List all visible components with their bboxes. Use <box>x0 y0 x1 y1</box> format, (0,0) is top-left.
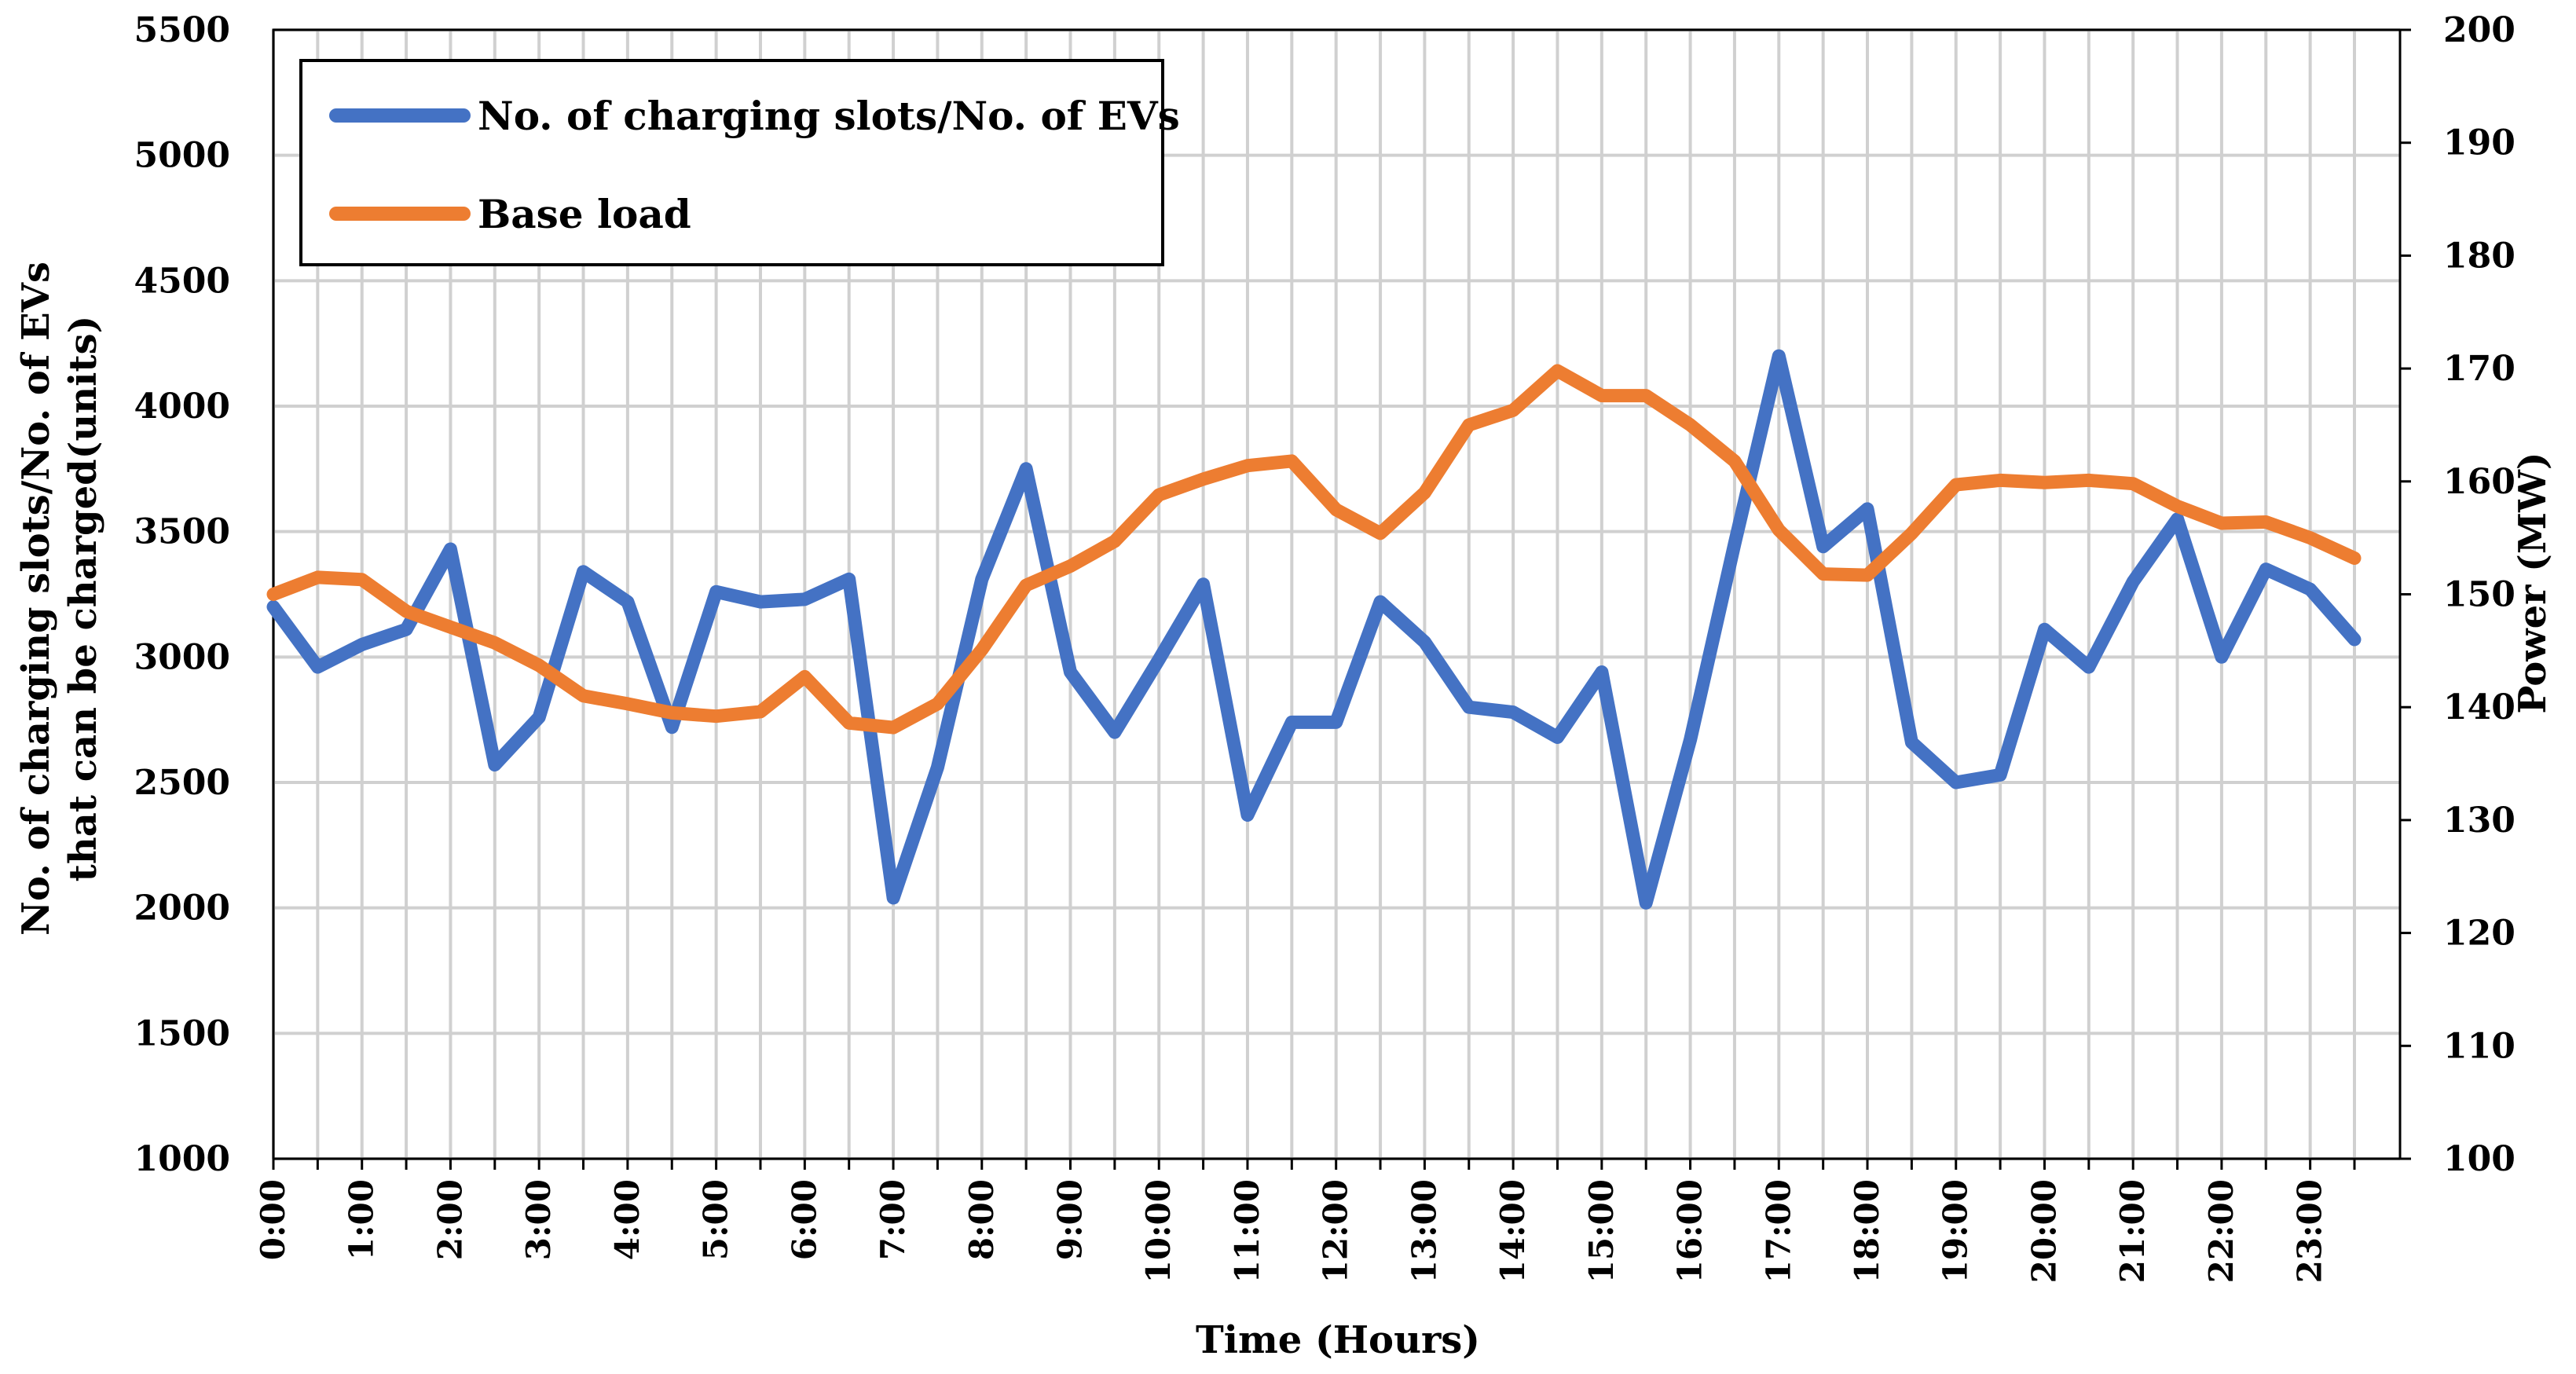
right-tick-label: 120 <box>2443 914 2516 954</box>
right-tick-label: 160 <box>2443 462 2516 502</box>
x-tick-label: 6:00 <box>785 1179 823 1260</box>
left-tick-label: 2000 <box>134 889 230 929</box>
x-tick-label: 20:00 <box>2025 1179 2063 1283</box>
left-tick-label: 1500 <box>134 1013 230 1053</box>
right-tick-label: 170 <box>2443 349 2516 389</box>
legend-label-charging-slots: No. of charging slots/No. of EVs <box>478 93 1180 139</box>
series-line-base-load <box>266 364 2362 735</box>
x-tick-label: 19:00 <box>1937 1179 1975 1283</box>
x-tick-label: 14:00 <box>1493 1179 1532 1283</box>
x-tick-label: 10:00 <box>1139 1179 1178 1283</box>
x-tick-label: 11:00 <box>1228 1179 1266 1283</box>
legend: No. of charging slots/No. of EVs Base lo… <box>299 59 1180 266</box>
right-tick-label: 200 <box>2443 10 2516 50</box>
right-tick-label: 150 <box>2443 575 2516 615</box>
right-y-axis-title: Power (MW) <box>2511 452 2555 713</box>
series-line-charging-slots <box>266 349 2362 910</box>
left-tick-label: 4000 <box>134 387 230 427</box>
left-y-axis-title-line-1: No. of charging slots/No. of EVs <box>14 262 58 936</box>
left-tick-label: 4500 <box>134 261 230 301</box>
right-y-axis-ticks: 100 110 120 130 140 150 160 170 180 190 200 <box>2400 10 2516 1179</box>
right-tick-label: 100 <box>2443 1139 2516 1179</box>
x-tick-label: 3:00 <box>519 1179 558 1260</box>
x-tick-label: 0:00 <box>254 1179 292 1260</box>
left-tick-label: 1000 <box>134 1139 230 1179</box>
x-tick-label: 13:00 <box>1405 1179 1443 1283</box>
right-tick-label: 190 <box>2443 123 2516 163</box>
x-axis-ticks: 0:00 1:00 2:00 3:00 4:00 5:00 6:00 7:00 8:00 9:00… <box>254 1159 2356 1283</box>
x-tick-label: 21:00 <box>2113 1179 2152 1283</box>
x-tick-label: 18:00 <box>1848 1179 1886 1283</box>
x-tick-label: 16:00 <box>1671 1179 1709 1283</box>
x-tick-label: 8:00 <box>962 1179 1001 1260</box>
series-layer <box>266 349 2362 910</box>
left-y-axis-title-line-2: that can be charged(units) <box>61 316 105 882</box>
x-tick-label: 2:00 <box>431 1179 469 1260</box>
right-tick-label: 130 <box>2443 801 2516 841</box>
x-tick-label: 12:00 <box>1317 1179 1355 1283</box>
left-y-axis-ticks: 1000 1500 2000 2500 3000 3500 4000 4500 5000 5500 <box>134 10 230 1179</box>
x-tick-label: 17:00 <box>1759 1179 1797 1283</box>
right-tick-label: 110 <box>2443 1026 2516 1066</box>
right-tick-label: 140 <box>2443 687 2516 727</box>
left-tick-label: 5500 <box>134 10 230 50</box>
x-tick-label: 23:00 <box>2291 1179 2329 1283</box>
legend-label-base-load: Base load <box>478 191 691 237</box>
x-tick-label: 22:00 <box>2202 1179 2241 1283</box>
left-tick-label: 3500 <box>134 512 230 552</box>
left-tick-label: 5000 <box>134 136 230 176</box>
x-axis-title: Time (Hours) <box>1196 1318 1480 1362</box>
x-tick-label: 1:00 <box>343 1179 381 1260</box>
x-tick-label: 9:00 <box>1051 1179 1090 1260</box>
x-tick-label: 15:00 <box>1582 1179 1621 1283</box>
x-tick-label: 7:00 <box>874 1179 912 1260</box>
x-tick-label: 4:00 <box>608 1179 647 1260</box>
legend-box <box>299 59 1164 266</box>
x-tick-label: 5:00 <box>697 1179 735 1260</box>
left-tick-label: 2500 <box>134 763 230 803</box>
left-tick-label: 3000 <box>134 637 230 677</box>
right-tick-label: 180 <box>2443 236 2516 276</box>
